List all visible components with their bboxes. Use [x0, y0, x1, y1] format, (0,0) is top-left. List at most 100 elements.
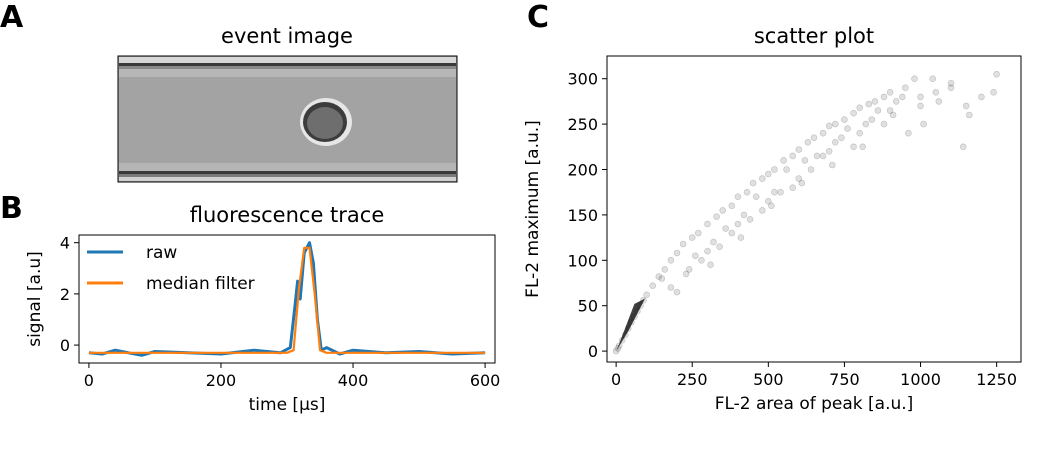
scatter-point: [655, 273, 663, 280]
scatter-point: [789, 184, 797, 191]
scatter-point: [707, 261, 714, 269]
panel-letter-a: A: [0, 0, 24, 35]
scatter-point: [734, 193, 742, 200]
scatter-point: [892, 98, 900, 105]
scatter-point: [691, 252, 699, 260]
scatter-axes-frame: [606, 55, 1022, 363]
scatter-point: [838, 134, 845, 141]
scatter-point: [649, 282, 657, 290]
panel-letter-c: C: [527, 0, 549, 35]
scatter-point: [932, 89, 940, 96]
scatter-point: [743, 188, 751, 196]
scatter-point: [752, 193, 760, 200]
scatter-point: [831, 139, 839, 146]
cell-body: [307, 107, 343, 139]
scatter-point: [768, 202, 775, 210]
scatter-point: [661, 266, 669, 273]
scatter-x-tick-label: 250: [677, 370, 708, 389]
scatter-point: [780, 157, 787, 164]
scatter-point: [880, 120, 888, 128]
scatter-point: [871, 98, 879, 105]
trace-y-tick-label: 0: [60, 336, 70, 355]
scatter-point: [795, 175, 803, 182]
scatter-point: [698, 256, 705, 264]
scatter-point: [850, 109, 857, 117]
scatter-point: [901, 84, 909, 92]
scatter-title: scatter plot: [754, 24, 874, 48]
scatter-point: [764, 170, 772, 178]
scatter-point: [704, 220, 711, 228]
scatter-point: [920, 120, 927, 128]
trace-x-axis-label: time [µs]: [249, 395, 326, 415]
scatter-point: [764, 198, 772, 205]
scatter-x-axis-label: FL-2 area of peak [a.u.]: [715, 394, 914, 414]
scatter-point: [667, 284, 675, 291]
scatter-y-tick-label: 50: [578, 297, 598, 316]
scatter-point: [889, 111, 897, 119]
scatter-point: [856, 104, 864, 112]
scatter-point: [746, 216, 754, 223]
trace-axes-frame: [78, 234, 496, 364]
trace-y-tick-label: 2: [60, 285, 70, 304]
scatter-point: [728, 202, 736, 210]
scatter-point: [947, 84, 955, 92]
scatter-point: [825, 148, 833, 155]
scatter-point: [959, 143, 967, 151]
trace-y-axis-label: signal [a.u]: [25, 251, 45, 347]
scatter-point: [758, 175, 766, 182]
legend-label: median filter: [146, 274, 255, 294]
trace-plot: 0 200 400 600 0 2 4 time [µs] signal [a.u] raw med…: [25, 234, 500, 415]
scatter-point: [813, 152, 821, 160]
scatter-point: [856, 129, 864, 137]
scatter-point: [947, 79, 955, 87]
scatter-point: [917, 93, 924, 101]
scatter-x-tick-label: 0: [611, 370, 621, 389]
scatter-point: [935, 98, 943, 105]
scatter-point: [771, 188, 778, 196]
scatter-plot: 0 250 500 750 1000 1250 0 50 100 150 200 250 300 FL-2…: [523, 55, 1022, 414]
scatter-point: [704, 247, 711, 255]
scatter-point: [841, 116, 848, 123]
scatter-point: [719, 207, 727, 214]
scatter-point: [801, 157, 809, 164]
scatter-point: [798, 179, 806, 187]
scatter-point: [898, 93, 906, 101]
event-image: [117, 55, 458, 183]
scatter-y-tick-label: 0: [588, 342, 598, 361]
event-image-title: event image: [221, 24, 353, 48]
scatter-point: [789, 152, 797, 160]
scatter-point: [612, 347, 620, 355]
scatter-point: [825, 122, 833, 130]
scatter-point: [685, 266, 693, 273]
scatter-point: [990, 89, 997, 96]
scatter-point: [911, 75, 918, 82]
scatter-point: [905, 129, 912, 137]
scatter-point: [688, 234, 696, 241]
scatter-point: [682, 270, 690, 278]
trace-x-tick-label: 600: [470, 371, 501, 390]
scatter-point: [728, 229, 736, 237]
scatter-point: [667, 256, 675, 264]
scatter-point: [783, 166, 790, 173]
scatter-point: [886, 89, 894, 96]
trace-x-tick-label: 200: [206, 371, 237, 390]
scatter-dense-cluster: [616, 298, 646, 352]
scatter-x-tick-label: 500: [753, 370, 784, 389]
scatter-x-tick-label: 750: [829, 370, 860, 389]
scatter-point: [965, 111, 973, 119]
scatter-point: [722, 225, 730, 232]
scatter-point: [758, 207, 766, 214]
scatter-x-tick-label: 1250: [976, 370, 1017, 389]
scatter-point: [795, 146, 803, 153]
scatter-point: [844, 125, 851, 132]
scatter-point: [886, 107, 894, 114]
scatter-point: [673, 288, 681, 296]
scatter-point: [828, 161, 836, 169]
scatter-point: [673, 249, 681, 257]
scatter-point: [978, 93, 985, 101]
scatter-point: [710, 238, 717, 246]
scatter-y-tick-label: 250: [567, 115, 598, 134]
scatter-point: [679, 240, 687, 248]
scatter-point: [694, 229, 702, 237]
